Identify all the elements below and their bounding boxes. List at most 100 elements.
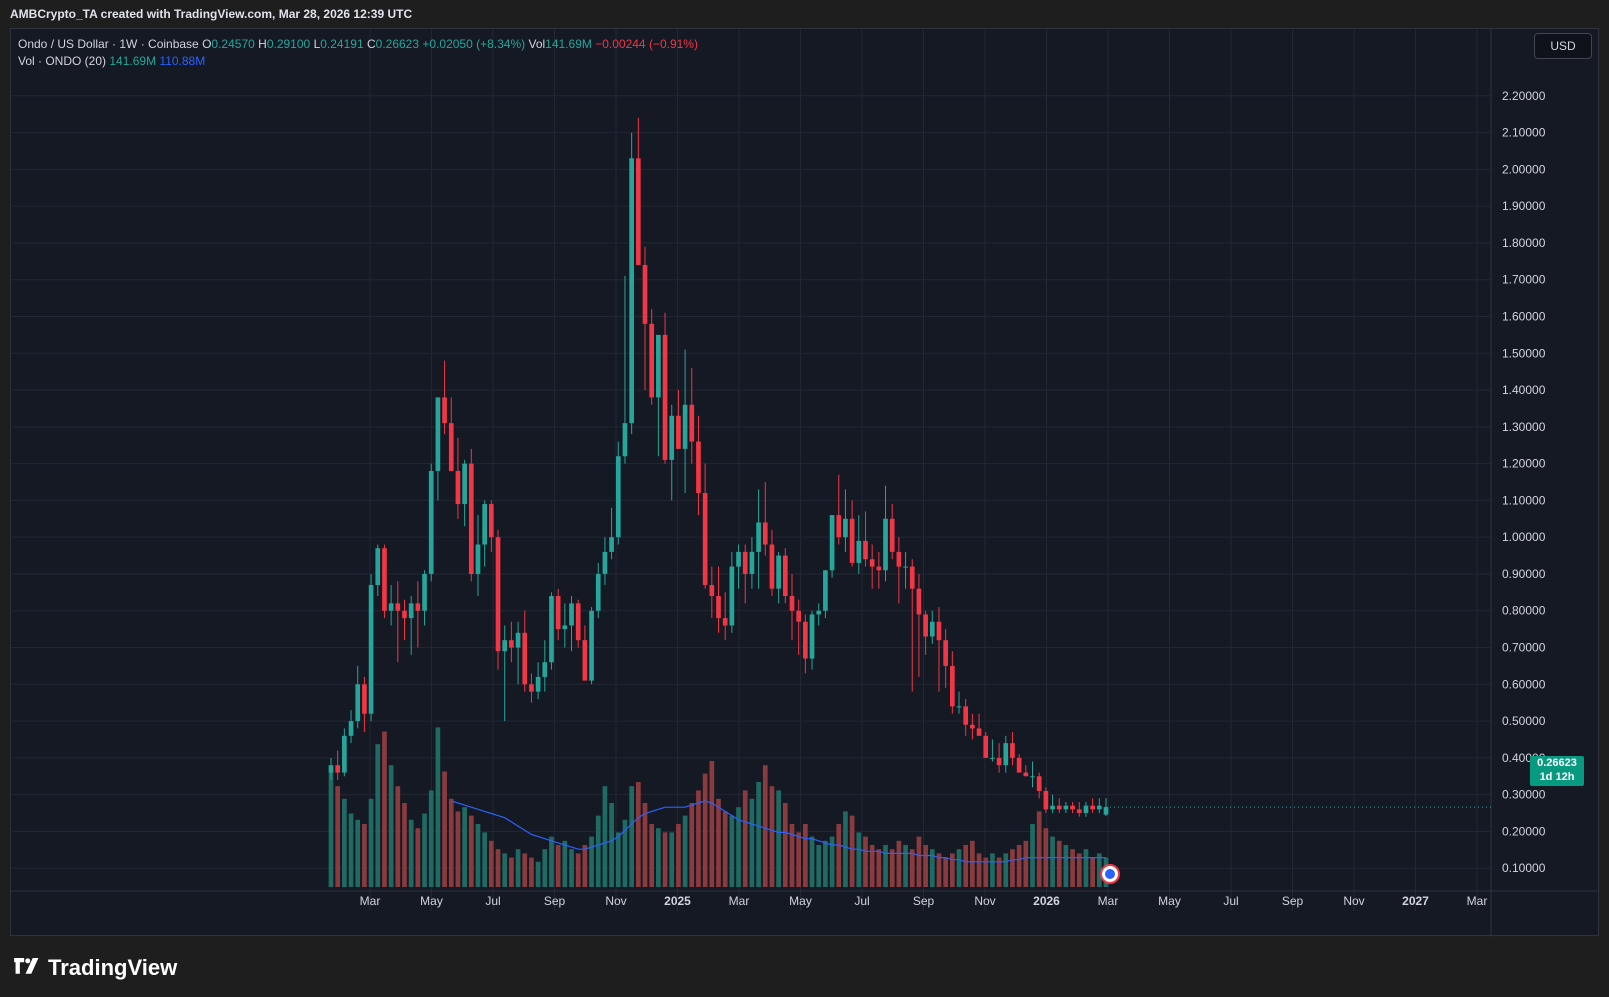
volume-bar [996, 857, 1002, 887]
volume-bar [602, 786, 608, 887]
candle-body [1063, 805, 1069, 810]
open-label: O [202, 37, 212, 51]
volume-bar [475, 824, 481, 887]
volume-bar [642, 803, 648, 887]
candle-body [388, 603, 394, 611]
volume-bar [615, 832, 621, 887]
candle-body [949, 665, 955, 707]
y-tick-label: 1.70000 [1502, 273, 1546, 287]
volume-bar [883, 845, 888, 887]
volume-bar [856, 832, 862, 887]
volume-ma-line [451, 800, 1106, 863]
volume-indicator-label[interactable]: Vol · ONDO (20) [18, 54, 107, 68]
volume-bar [916, 836, 922, 887]
currency-selector[interactable]: USD [1534, 33, 1592, 59]
volume-bar [422, 813, 427, 887]
volume-bar [656, 828, 661, 887]
volume-bar [382, 731, 387, 887]
candle-body [782, 555, 788, 597]
candle-body [569, 603, 574, 626]
volume-bar [575, 853, 581, 887]
candlestick-chart[interactable]: 0.100000.200000.300000.400000.500000.600… [11, 29, 1600, 937]
volume-bar [502, 853, 508, 887]
low-value: 0.24191 [320, 37, 364, 51]
volume-bar [742, 790, 748, 887]
y-tick-label: 1.60000 [1502, 309, 1546, 323]
candle-body [816, 610, 822, 615]
candle-body [849, 518, 855, 563]
volume-bar [549, 836, 554, 887]
tradingview-logo[interactable]: TradingView [12, 955, 177, 981]
volume-bar [1030, 824, 1035, 887]
volume-bar [929, 849, 935, 887]
candle-body [996, 757, 1002, 766]
y-tick-label: 1.90000 [1502, 199, 1546, 213]
candle-body [522, 632, 528, 685]
volume-bar [809, 836, 815, 887]
x-tick-label: Mar [1098, 894, 1119, 908]
volume-bar [836, 824, 842, 887]
volume-bar [368, 798, 374, 887]
volume-bar [535, 861, 541, 887]
candle-body [1003, 743, 1009, 766]
candle-body [682, 404, 688, 449]
candle-body [742, 551, 748, 574]
volume-bar [716, 798, 721, 887]
volume-bar [756, 782, 761, 887]
x-tick-label: Jul [1223, 894, 1238, 908]
candle-body [823, 570, 828, 611]
candle-body [455, 470, 461, 505]
candle-body [582, 640, 588, 681]
volume-bar [936, 853, 942, 887]
volume-bar [990, 853, 995, 887]
y-tick-label: 0.30000 [1502, 788, 1546, 802]
volume-bar [923, 845, 928, 887]
candle-body [943, 640, 948, 666]
y-tick-label: 1.10000 [1502, 493, 1546, 507]
volume-bar [515, 849, 521, 887]
volume-indicator-ma: 110.88M [159, 54, 206, 68]
candle-body [402, 610, 407, 619]
x-tick-label: 2026 [1033, 894, 1060, 908]
candle-body [843, 518, 848, 538]
volume-bar [782, 803, 788, 887]
volume-change: −0.00244 (−0.91%) [595, 37, 698, 51]
volume-bar [362, 824, 367, 887]
volume-bar [629, 786, 634, 887]
candle-body [328, 765, 334, 773]
candle-body [776, 555, 781, 589]
x-tick-label: 2025 [664, 894, 691, 908]
bar-countdown: 1d 12h [1539, 771, 1575, 783]
candle-body [509, 640, 514, 648]
volume-value: 141.69M [545, 37, 592, 51]
candle-body [448, 423, 454, 471]
volume-bar [569, 849, 574, 887]
volume-bar [863, 836, 868, 887]
last-price-badge: 0.26623 1d 12h [1530, 756, 1584, 786]
x-tick-label: Sep [1282, 894, 1304, 908]
close-value: 0.26623 [375, 37, 420, 51]
symbol-label[interactable]: Ondo / US Dollar · 1W · Coinbase [18, 37, 199, 51]
y-tick-label: 2.20000 [1502, 89, 1546, 103]
volume-bar [462, 807, 467, 887]
volume-bar [1096, 853, 1102, 887]
volume-bar [956, 849, 962, 887]
candle-body [896, 551, 902, 567]
candle-body [562, 625, 568, 630]
candle-body [642, 264, 648, 324]
candle-body [963, 706, 969, 725]
candle-body [983, 735, 989, 758]
last-price-value: 0.26623 [1537, 757, 1577, 769]
x-tick-label: Mar [1467, 894, 1488, 908]
candle-body [362, 684, 367, 714]
chart-frame[interactable]: 0.10000 0.20000 0.30000 0.40000 0.50000 0.600… [10, 28, 1600, 937]
x-tick-label: Sep [913, 894, 935, 908]
volume-bar [829, 836, 835, 887]
volume-bar [1036, 811, 1042, 887]
volume-bar [789, 824, 795, 887]
volume-bar [949, 853, 955, 887]
candle-body [956, 706, 962, 708]
x-tick-label: Jul [854, 894, 869, 908]
volume-bar [909, 849, 915, 887]
candle-body [649, 323, 655, 398]
